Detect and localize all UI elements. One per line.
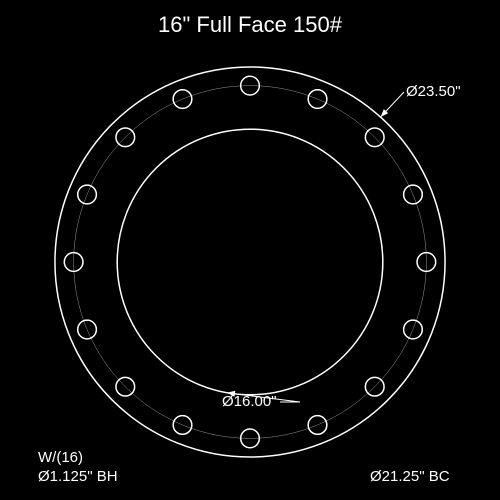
label-outer-diameter: Ø23.50" bbox=[406, 83, 461, 100]
gasket-svg bbox=[0, 0, 500, 500]
label-inner-diameter: Ø16.00" bbox=[222, 393, 277, 410]
label-bolt-count: W/(16) bbox=[38, 449, 83, 466]
gasket-diagram: { "title": "16\" Full Face 150#", "geome… bbox=[0, 0, 500, 500]
label-bolt-hole: Ø1.125" BH bbox=[38, 468, 118, 485]
label-bolt-circle: Ø21.25" BC bbox=[370, 468, 450, 485]
